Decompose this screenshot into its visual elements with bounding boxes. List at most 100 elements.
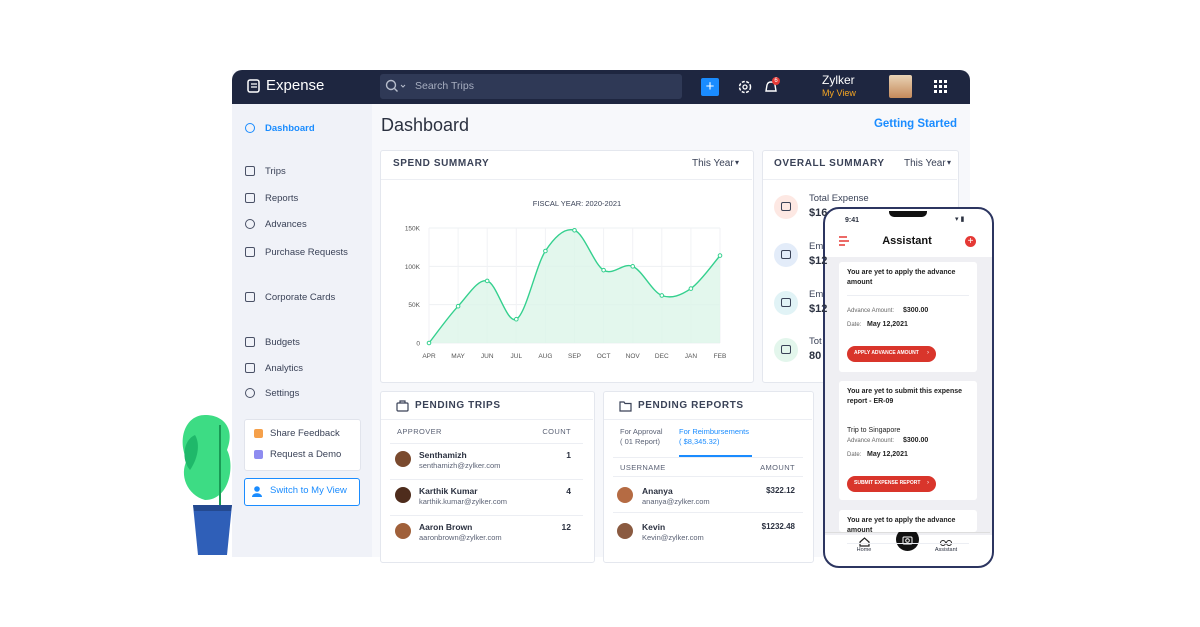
- pending-reports-card: [603, 391, 814, 563]
- avatar: [617, 523, 633, 539]
- dropdown-caret: ▾: [947, 158, 952, 167]
- field-label: Advance Amount:: [847, 308, 895, 314]
- menu-icon[interactable]: [838, 236, 850, 246]
- avatar: [617, 487, 633, 503]
- phone-notch: [889, 211, 927, 217]
- period-select[interactable]: This Year: [904, 158, 946, 169]
- card-button[interactable]: [847, 346, 936, 362]
- spend-chart: FISCAL YEAR: 2020-2021 0 50K 100K 150K APR MAY…: [405, 199, 727, 360]
- sidebar-icon: [245, 123, 255, 133]
- sidebar-item[interactable]: Budgets: [265, 337, 300, 348]
- tab-label[interactable]: Home: [856, 547, 872, 553]
- sidebar-icon: [245, 337, 255, 347]
- summary-icon: [774, 195, 798, 219]
- summary-icon: [774, 291, 798, 315]
- y-tick-label: 100K: [405, 264, 421, 271]
- field-label: Advance Amount:: [847, 438, 895, 444]
- row-email: aaronbrown@zylker.com: [419, 533, 502, 542]
- field-value: May 12,2021: [867, 451, 908, 458]
- tab-label[interactable]: For Reimbursements: [679, 427, 750, 436]
- card-title: SPEND SUMMARY: [393, 158, 490, 169]
- row-divider: [390, 443, 583, 444]
- tab-label[interactable]: Assistant: [934, 547, 958, 553]
- summary-icon-glyph: [781, 250, 791, 259]
- phone-status: ▾ ▮: [955, 216, 965, 223]
- sidebar-item[interactable]: Settings: [265, 388, 300, 399]
- card-message: You are yet to apply the advance: [847, 517, 956, 524]
- camera-button[interactable]: [896, 528, 919, 551]
- search-placeholder: Search Trips: [415, 80, 474, 92]
- sidebar-item[interactable]: Purchase Requests: [265, 247, 348, 258]
- row-name: Aaron Brown: [419, 522, 473, 532]
- tab-sub: ( $8,345.32): [679, 437, 720, 446]
- x-tick-label: DEC: [655, 353, 669, 360]
- period-select[interactable]: This Year: [692, 158, 734, 169]
- card-divider: [381, 419, 593, 420]
- card-message: amount: [847, 279, 873, 286]
- add-button[interactable]: +: [701, 78, 719, 96]
- phone-card: [839, 510, 977, 532]
- settings-icon[interactable]: [736, 78, 754, 96]
- summary-value: $16: [809, 207, 828, 219]
- point: [484, 278, 490, 284]
- sidebar-link[interactable]: Request a Demo: [270, 449, 342, 460]
- tab-divider: [613, 457, 803, 458]
- summary-icon-glyph: [781, 298, 791, 307]
- row-divider: [390, 479, 583, 480]
- sidebar-item[interactable]: Trips: [265, 166, 286, 177]
- getting-started-link[interactable]: Getting Started: [873, 118, 957, 130]
- point: [572, 228, 577, 233]
- assistant-icon[interactable]: [940, 537, 952, 547]
- logo-icon: [247, 79, 260, 93]
- x-tick-label: APR: [422, 353, 436, 360]
- trips-icon: [396, 400, 409, 412]
- y-tick-label: 0: [416, 341, 420, 348]
- point: [543, 248, 548, 254]
- tab-sub: ( 01 Report): [620, 437, 661, 446]
- column-header: USERNAME: [620, 463, 666, 472]
- sidebar-icon: [245, 292, 255, 302]
- row-count: 12: [561, 522, 571, 532]
- row-amount: $322.12: [766, 486, 795, 495]
- sidebar-item[interactable]: Corporate Cards: [265, 292, 336, 303]
- switch-button[interactable]: [244, 478, 360, 506]
- sidebar-item[interactable]: Advances: [265, 219, 307, 230]
- card-divider: [763, 179, 957, 180]
- card-message: You are yet to submit this expense: [847, 388, 963, 395]
- row-name: Kevin: [642, 522, 666, 532]
- column-header: COUNT: [542, 427, 571, 436]
- sidebar-item[interactable]: Dashboard: [265, 123, 315, 134]
- card-title: OVERALL SUMMARY: [774, 158, 885, 169]
- point: [688, 286, 694, 291]
- reports-icon: [619, 401, 632, 412]
- avatar: [395, 451, 411, 467]
- field-value: $300.00: [903, 307, 929, 314]
- home-icon[interactable]: [859, 537, 870, 547]
- sidebar-icon: [245, 166, 255, 176]
- card-message: You are yet to apply the advance: [847, 269, 956, 276]
- avatar[interactable]: [889, 75, 912, 98]
- sidebar-link[interactable]: Share Feedback: [270, 428, 340, 439]
- org-name: Zylker: [822, 73, 855, 87]
- row-divider: [390, 515, 583, 516]
- phone-add[interactable]: +: [965, 236, 976, 247]
- card-button[interactable]: [847, 476, 936, 492]
- point: [514, 316, 519, 322]
- feedback-icon: [254, 429, 263, 438]
- chart-title: FISCAL YEAR: 2020-2021: [533, 199, 621, 208]
- page-title: Dashboard: [381, 115, 470, 135]
- sidebar-item[interactable]: Reports: [265, 193, 299, 204]
- tab-label[interactable]: For Approval: [620, 427, 663, 436]
- phone-title: Assistant: [882, 235, 932, 247]
- button-label: APPLY ADVANCE AMOUNT: [854, 350, 919, 356]
- x-tick-label: SEP: [568, 353, 581, 360]
- point: [601, 267, 606, 273]
- sidebar-icon: [245, 193, 255, 203]
- sidebar-item[interactable]: Analytics: [265, 363, 304, 374]
- search-box[interactable]: [380, 74, 682, 99]
- view-name: My View: [822, 88, 856, 98]
- summary-icon: [774, 338, 798, 362]
- apps-icon[interactable]: [934, 80, 948, 94]
- row-email: senthamizh@zylker.com: [419, 461, 501, 470]
- button-arrow: ›: [927, 350, 929, 356]
